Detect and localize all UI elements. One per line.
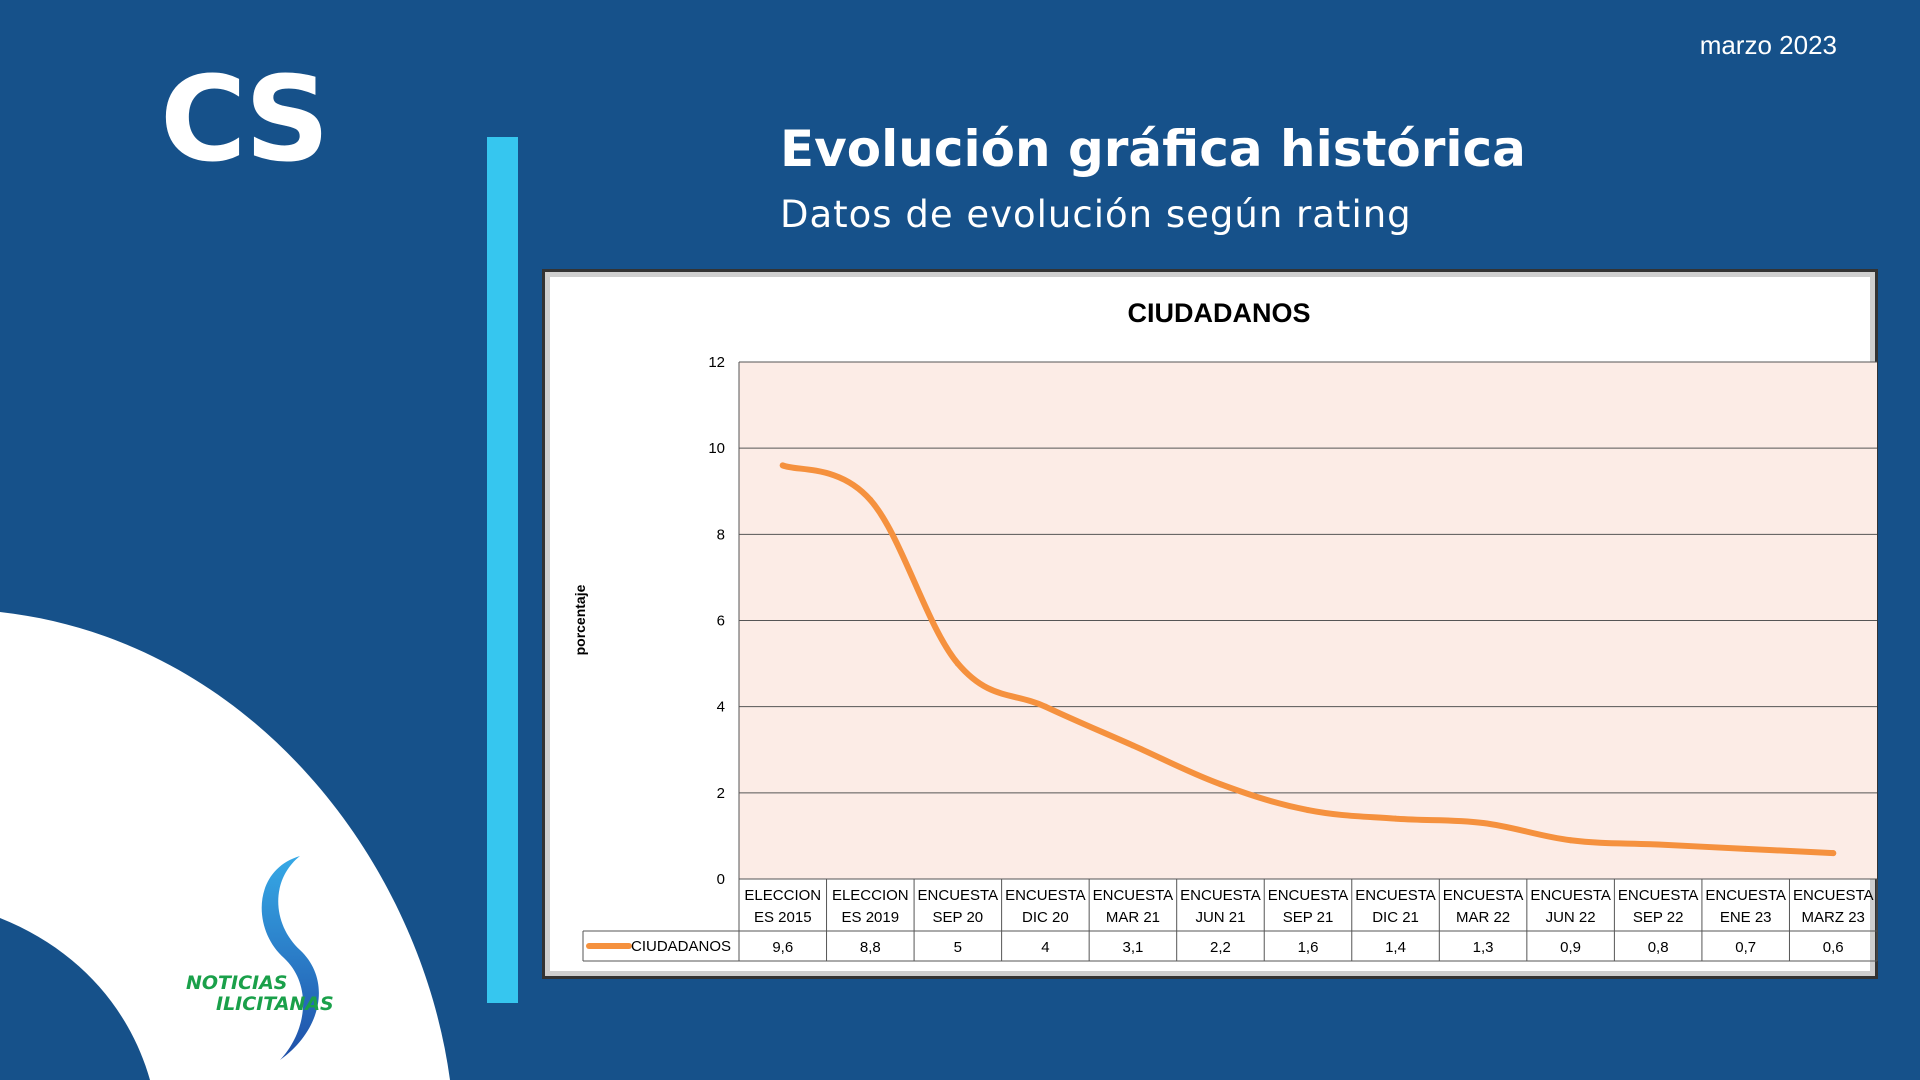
y-tick-label: 12 <box>708 354 725 371</box>
data-point <box>1042 703 1049 710</box>
x-tick-label: ES 2015 <box>754 909 812 926</box>
data-point <box>1129 742 1136 749</box>
x-tick-label: ENE 23 <box>1720 909 1772 926</box>
x-tick-label: ELECCION <box>832 887 909 904</box>
data-point <box>1830 850 1837 857</box>
y-tick-label: 0 <box>717 871 725 888</box>
x-tick-label: ENCUESTA <box>1355 887 1436 904</box>
x-tick-label: MARZ 23 <box>1802 909 1865 926</box>
x-tick-label: ENCUESTA <box>1618 887 1699 904</box>
x-tick-label: ES 2019 <box>842 909 900 926</box>
x-tick-label: ENCUESTA <box>1793 887 1874 904</box>
data-table-value: 3,1 <box>1122 939 1143 956</box>
data-table-value: 2,2 <box>1210 939 1231 956</box>
data-table-value: 0,6 <box>1823 939 1844 956</box>
y-tick-label: 2 <box>717 785 725 802</box>
x-tick-label: SEP 20 <box>933 909 984 926</box>
x-tick-label: ENCUESTA <box>918 887 999 904</box>
x-tick-label: ENCUESTA <box>1005 887 1086 904</box>
data-point <box>1305 807 1311 814</box>
noticias-ilicitanas-logo-icon <box>261 856 319 1060</box>
date-label: marzo 2023 <box>1699 30 1837 60</box>
chart: 0 2 4 6 8 10 12 CIUDADANOS porcentaje ELECCION ES … <box>572 298 1878 962</box>
chart-frame: 0 2 4 6 8 10 12 CIUDADANOS porcentaje ELECCION ES … <box>542 269 1878 979</box>
data-table-value: 8,8 <box>860 939 881 956</box>
y-tick-label: 10 <box>708 440 725 457</box>
data-table-value: 1,6 <box>1298 939 1319 956</box>
data-point <box>1392 815 1399 822</box>
x-tick-label: ENCUESTA <box>1443 887 1524 904</box>
data-table-value: 0,8 <box>1648 939 1669 956</box>
x-tick-label: ENCUESTA <box>1530 887 1611 904</box>
x-tick-label: MAR 21 <box>1106 909 1160 926</box>
x-tick-label: ENCUESTA <box>1705 887 1786 904</box>
x-tick-label: MAR 22 <box>1456 909 1510 926</box>
data-point <box>1567 837 1574 844</box>
data-point <box>1217 781 1224 788</box>
data-point <box>779 462 786 469</box>
y-tick-label: 8 <box>717 526 725 543</box>
data-table-value: 1,3 <box>1473 939 1494 956</box>
data-table-value: 5 <box>954 939 962 956</box>
y-tick-label: 6 <box>717 613 725 630</box>
x-tick-label: SEP 21 <box>1283 909 1334 926</box>
data-table-value: 0,9 <box>1560 939 1581 956</box>
x-tick-label: ENCUESTA <box>1268 887 1349 904</box>
data-point <box>1742 845 1749 852</box>
legend-label: CIUDADANOS <box>631 938 731 955</box>
data-table-value: 0,7 <box>1735 939 1756 956</box>
x-tick-label: JUN 21 <box>1195 909 1245 926</box>
y-tick-label: 4 <box>717 699 725 716</box>
brand-text-line2: ILICITANAS <box>216 993 334 1015</box>
x-tick-label: ELECCION <box>744 887 821 904</box>
accent-bar <box>487 137 518 1003</box>
page-title: Evolución gráfica histórica <box>780 120 1526 178</box>
data-table-value: 1,4 <box>1385 939 1406 956</box>
data-table-value: 4 <box>1041 939 1049 956</box>
x-tick-label: SEP 22 <box>1633 909 1684 926</box>
page-subtitle: Datos de evolución según rating <box>780 193 1412 236</box>
data-point <box>867 496 874 503</box>
x-tick-label: DIC 20 <box>1022 909 1069 926</box>
data-point <box>1480 819 1487 826</box>
y-axis-label: porcentaje <box>572 584 588 655</box>
data-point <box>954 660 961 667</box>
party-logo: CS <box>160 50 330 188</box>
brand-text-line1: NOTICIAS <box>186 972 288 994</box>
x-tick-label: DIC 21 <box>1372 909 1419 926</box>
chart-title: CIUDADANOS <box>1127 298 1310 328</box>
x-tick-label: ENCUESTA <box>1180 887 1261 904</box>
x-tick-label: JUN 22 <box>1546 909 1596 926</box>
data-table-value: 9,6 <box>772 939 793 956</box>
x-tick-label: ENCUESTA <box>1093 887 1174 904</box>
data-point <box>1655 841 1662 848</box>
